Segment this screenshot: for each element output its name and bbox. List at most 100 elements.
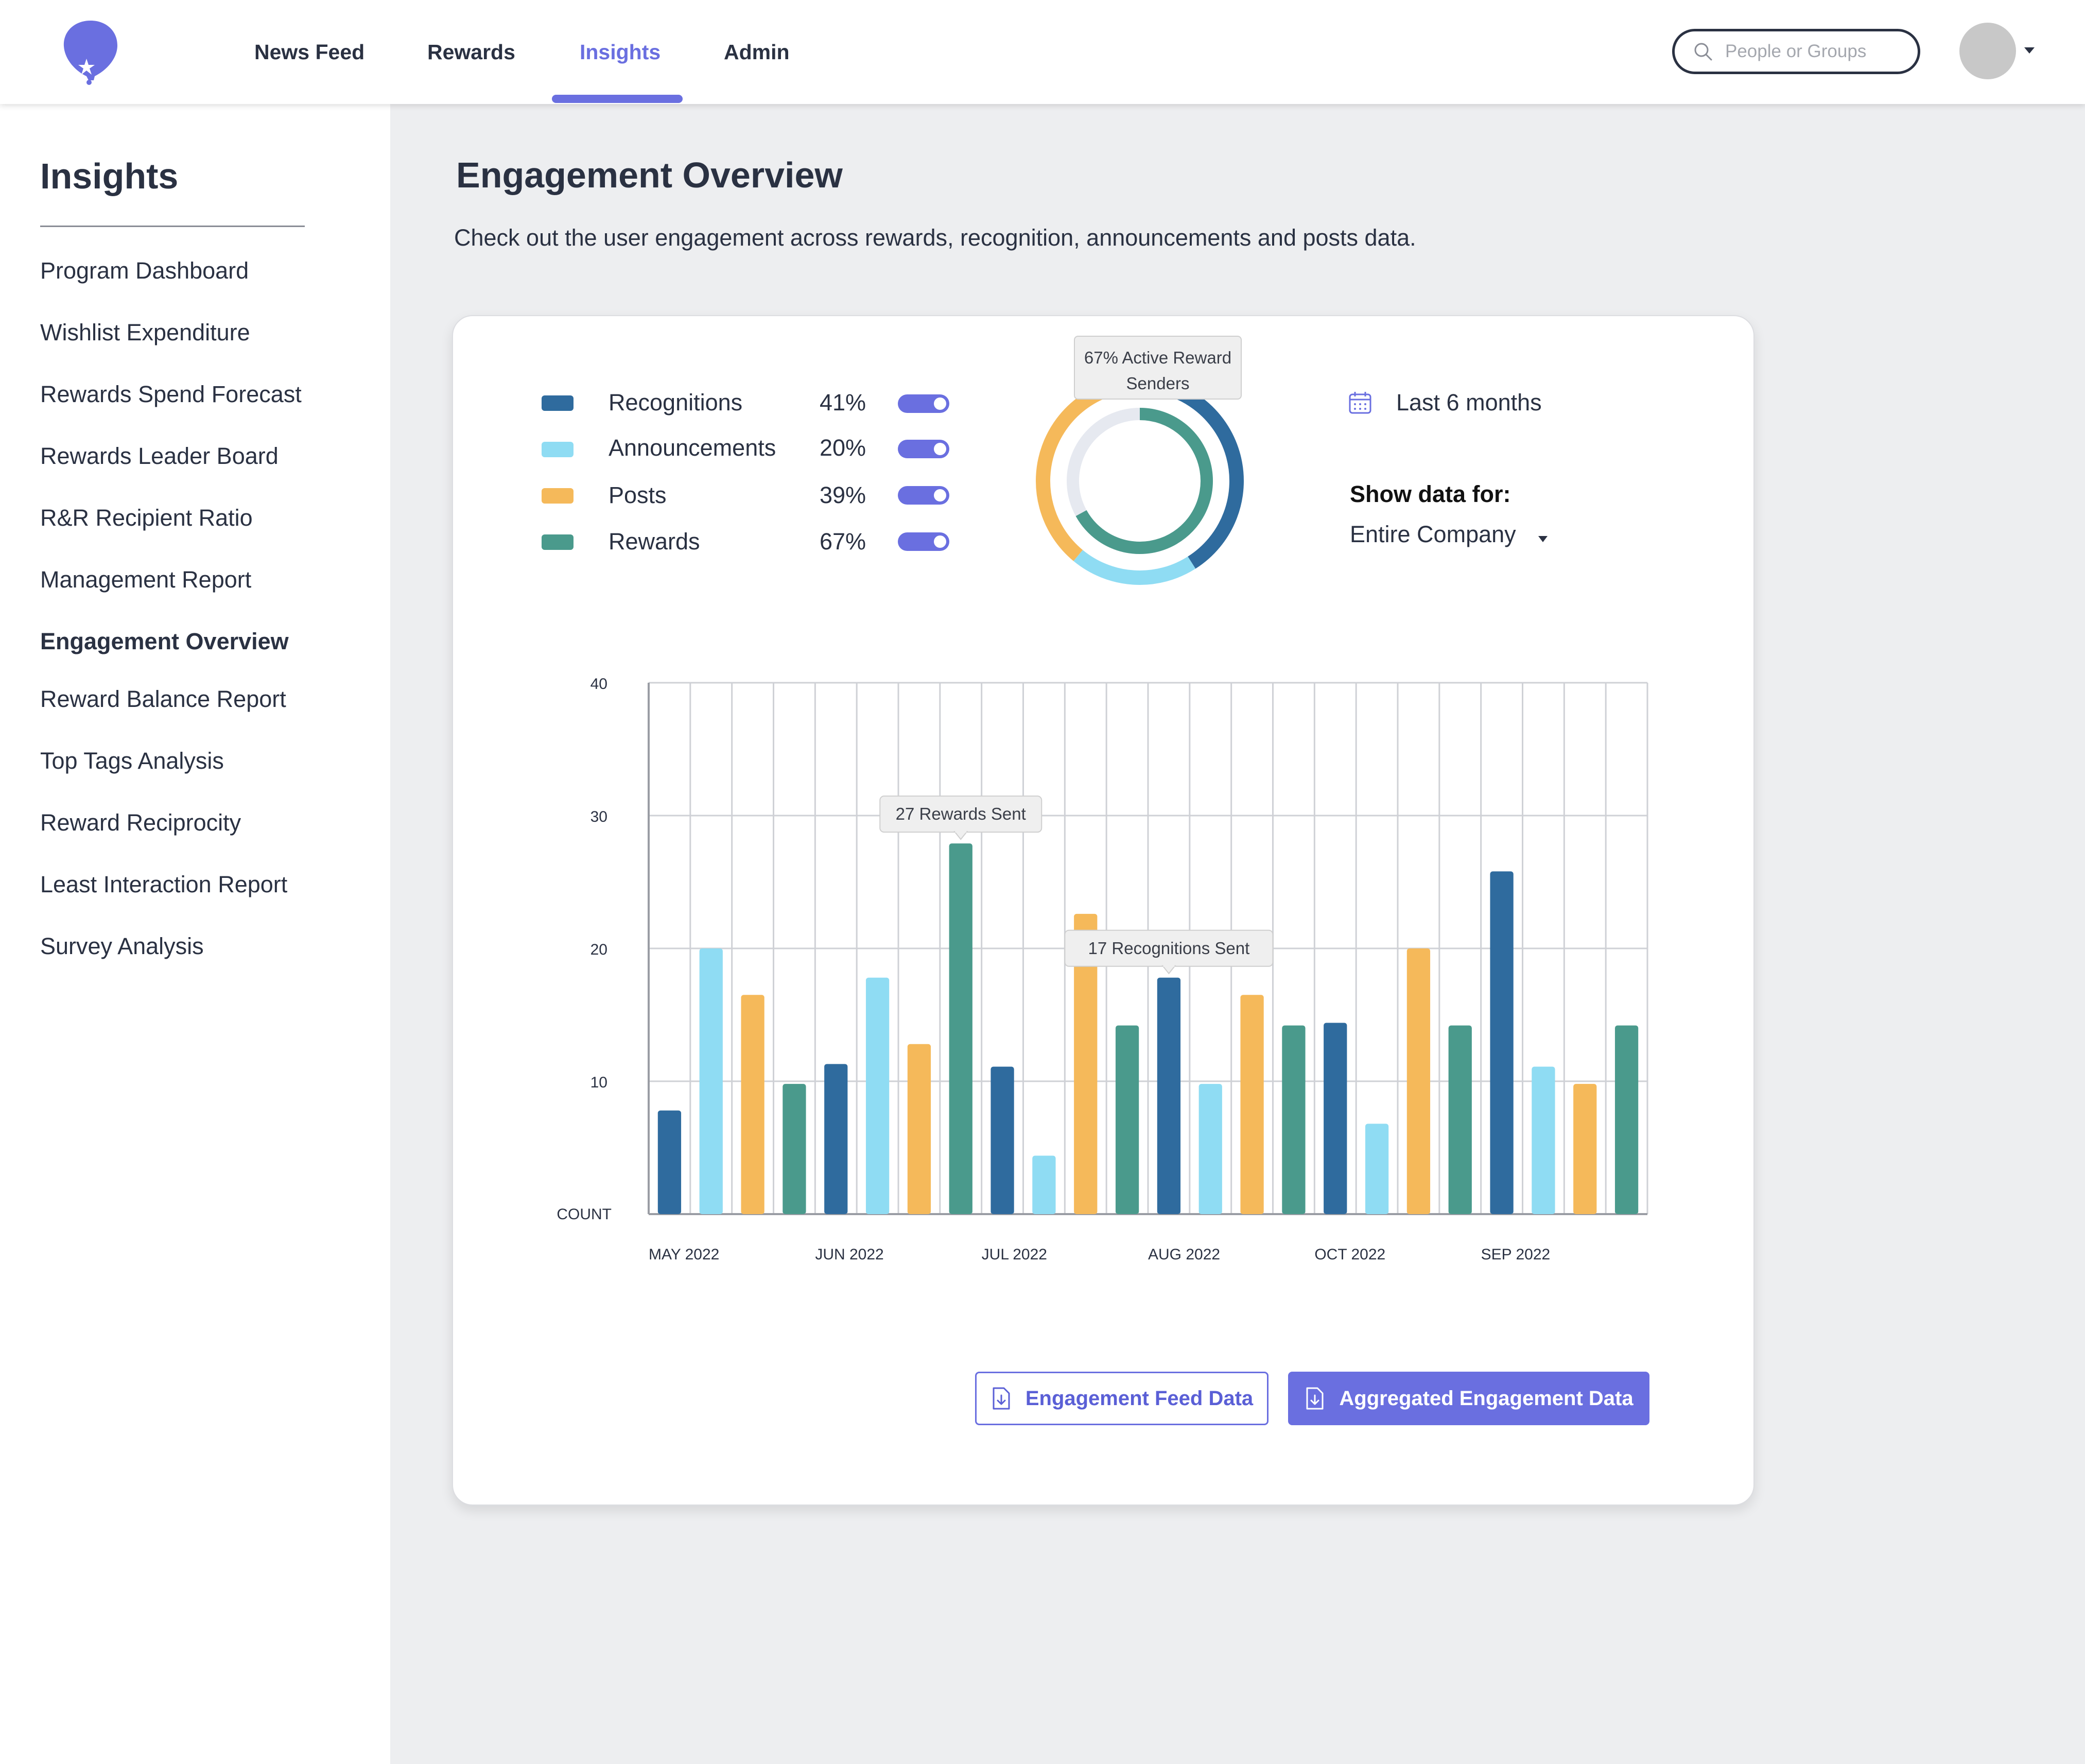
page-subtitle: Check out the user engagement across rew… bbox=[454, 224, 1416, 251]
page-title: Engagement Overview bbox=[456, 155, 843, 195]
chart-annotation-text: 27 Rewards Sent bbox=[896, 804, 1026, 823]
nav-insights[interactable]: Insights bbox=[580, 40, 661, 64]
chart-y-tick-label: 10 bbox=[590, 1074, 607, 1091]
sidebar-item-rr-recipient-ratio[interactable]: R&R Recipient Ratio bbox=[40, 505, 253, 531]
caret-down-icon[interactable] bbox=[1537, 534, 1549, 544]
chart-x-tick-label: JUN 2022 bbox=[815, 1246, 883, 1263]
balloon-star-icon[interactable] bbox=[60, 19, 121, 85]
search-icon bbox=[1694, 43, 1712, 61]
chart-bar-announcements[interactable] bbox=[1532, 1066, 1555, 1214]
sidebar-item-engagement-overview[interactable]: Engagement Overview bbox=[40, 628, 289, 654]
legend-swatch-rewards bbox=[542, 534, 574, 550]
chart-bar-recognitions[interactable] bbox=[824, 1064, 848, 1214]
engagement-feed-data-button[interactable]: Engagement Feed Data bbox=[975, 1372, 1269, 1425]
chart-annotation: 17 Recognitions Sent bbox=[1064, 929, 1274, 975]
legend-pct-recognitions: 41% bbox=[820, 389, 866, 416]
chart-bar-recognitions[interactable] bbox=[1157, 977, 1181, 1214]
search-box[interactable] bbox=[1672, 29, 1920, 74]
chart-bar-rewards[interactable] bbox=[1282, 1025, 1306, 1214]
chart-y-tick-label: 40 bbox=[590, 676, 607, 693]
chart-x-tick-label: AUG 2022 bbox=[1148, 1246, 1220, 1263]
chart-bar-posts[interactable] bbox=[907, 1044, 931, 1214]
toggle-announcements[interactable] bbox=[898, 440, 949, 458]
bar-chart: 10 20 30 40 COUNT MAY 2022 JUN 2022 JUL 2022 AUG… bbox=[557, 676, 1648, 1263]
chart-bar-announcements[interactable] bbox=[1365, 1123, 1389, 1214]
sidebar: Insights bbox=[0, 104, 390, 1764]
sidebar-title: Insights bbox=[40, 156, 179, 196]
chart-bar-announcements[interactable] bbox=[699, 948, 723, 1214]
aggregated-engagement-data-label: Aggregated Engagement Data bbox=[1339, 1387, 1634, 1410]
legend-label-recognitions: Recognitions bbox=[609, 389, 743, 416]
toggle-rewards[interactable] bbox=[898, 532, 949, 551]
nav-rewards[interactable]: Rewards bbox=[427, 40, 515, 64]
sidebar-item-top-tags-analysis[interactable]: Top Tags Analysis bbox=[40, 748, 224, 774]
caret-down-icon[interactable] bbox=[2023, 45, 2036, 57]
sidebar-item-reward-balance-report[interactable]: Reward Balance Report bbox=[40, 686, 286, 712]
chart-bar-announcements[interactable] bbox=[1032, 1155, 1056, 1214]
active-tab-indicator bbox=[552, 95, 683, 103]
show-data-for-label: Show data for: bbox=[1350, 481, 1511, 507]
chart-bar-recognitions[interactable] bbox=[657, 1110, 682, 1214]
sidebar-item-wishlist-expenditure[interactable]: Wishlist Expenditure bbox=[40, 319, 250, 345]
donut-tooltip-line2: Senders bbox=[1126, 374, 1190, 393]
engagement-card bbox=[452, 315, 1754, 1506]
chart-bar-announcements[interactable] bbox=[1198, 1084, 1222, 1214]
sidebar-divider bbox=[40, 226, 305, 227]
legend-pct-announcements: 20% bbox=[820, 435, 866, 461]
sidebar-item-least-interaction-report[interactable]: Least Interaction Report bbox=[40, 871, 288, 897]
donut-inner-segment-rewards bbox=[1075, 408, 1213, 554]
sidebar-item-survey-analysis[interactable]: Survey Analysis bbox=[40, 933, 204, 959]
search-input[interactable] bbox=[1725, 41, 1900, 62]
legend-swatch-posts bbox=[542, 488, 574, 504]
sidebar-item-program-dashboard[interactable]: Program Dashboard bbox=[40, 257, 249, 284]
donut-chart bbox=[1036, 377, 1244, 585]
chart-bar-posts[interactable] bbox=[1573, 1084, 1597, 1214]
legend-swatch-recognitions bbox=[542, 395, 574, 411]
chart-bar-recognitions[interactable] bbox=[1324, 1023, 1347, 1214]
legend-label-posts: Posts bbox=[609, 482, 667, 508]
download-file-icon bbox=[993, 1387, 1010, 1410]
legend-label-rewards: Rewards bbox=[609, 528, 700, 555]
toggle-posts[interactable] bbox=[898, 486, 949, 505]
chart-bar-rewards[interactable] bbox=[1448, 1025, 1472, 1214]
nav-admin[interactable]: Admin bbox=[724, 40, 790, 64]
chart-bar-rewards[interactable] bbox=[949, 843, 972, 1214]
chart-bar-rewards[interactable] bbox=[1115, 1025, 1139, 1214]
company-select[interactable]: Entire Company bbox=[1350, 521, 1516, 547]
donut-outer-segment-announcements bbox=[1073, 549, 1196, 585]
chart-bar-recognitions[interactable] bbox=[1490, 871, 1514, 1214]
chart-x-tick-label: MAY 2022 bbox=[649, 1246, 719, 1263]
aggregated-engagement-data-button[interactable]: Aggregated Engagement Data bbox=[1288, 1372, 1649, 1425]
download-file-icon bbox=[1306, 1387, 1324, 1410]
chart-y-tick-label: 30 bbox=[590, 808, 607, 825]
chart-bar-announcements[interactable] bbox=[865, 977, 890, 1214]
sidebar-item-reward-reciprocity[interactable]: Reward Reciprocity bbox=[40, 809, 241, 836]
nav-news-feed[interactable]: News Feed bbox=[254, 40, 365, 64]
donut-tooltip: 67% Active Reward Senders bbox=[1074, 336, 1242, 400]
chart-x-tick-label: OCT 2022 bbox=[1314, 1246, 1385, 1263]
donut-tooltip-line1: 67% Active Reward bbox=[1084, 348, 1232, 367]
sidebar-item-management-report[interactable]: Management Report bbox=[40, 566, 252, 593]
chart-annotation-text: 17 Recognitions Sent bbox=[1088, 939, 1250, 958]
legend-label-announcements: Announcements bbox=[609, 435, 776, 461]
sidebar-item-rewards-leader-board[interactable]: Rewards Leader Board bbox=[40, 443, 279, 469]
chart-bar-posts[interactable] bbox=[1074, 913, 1098, 1214]
chart-x-tick-label: JUL 2022 bbox=[982, 1246, 1047, 1263]
engagement-feed-data-label: Engagement Feed Data bbox=[1025, 1387, 1254, 1410]
chart-bar-posts[interactable] bbox=[1240, 995, 1264, 1214]
chart-bar-posts[interactable] bbox=[741, 995, 764, 1214]
chart-bar-posts[interactable] bbox=[1406, 948, 1431, 1214]
legend-pct-posts: 39% bbox=[820, 482, 866, 508]
chart-annotation: 27 Rewards Sent bbox=[879, 795, 1042, 840]
chart-bar-rewards[interactable] bbox=[1614, 1025, 1639, 1214]
chart-y-axis-label: COUNT bbox=[557, 1206, 612, 1223]
avatar[interactable] bbox=[1959, 23, 2016, 79]
chart-x-tick-label: SEP 2022 bbox=[1481, 1246, 1551, 1263]
sidebar-item-rewards-spend-forecast[interactable]: Rewards Spend Forecast bbox=[40, 381, 302, 407]
toggle-recognitions[interactable] bbox=[898, 394, 949, 413]
date-range-label[interactable]: Last 6 months bbox=[1396, 389, 1542, 416]
chart-bar-recognitions[interactable] bbox=[991, 1066, 1014, 1214]
top-navigation-bar: News Feed Rewards Insights Admin bbox=[0, 0, 2085, 104]
calendar-icon[interactable] bbox=[1348, 390, 1372, 415]
chart-bar-rewards[interactable] bbox=[783, 1084, 806, 1214]
